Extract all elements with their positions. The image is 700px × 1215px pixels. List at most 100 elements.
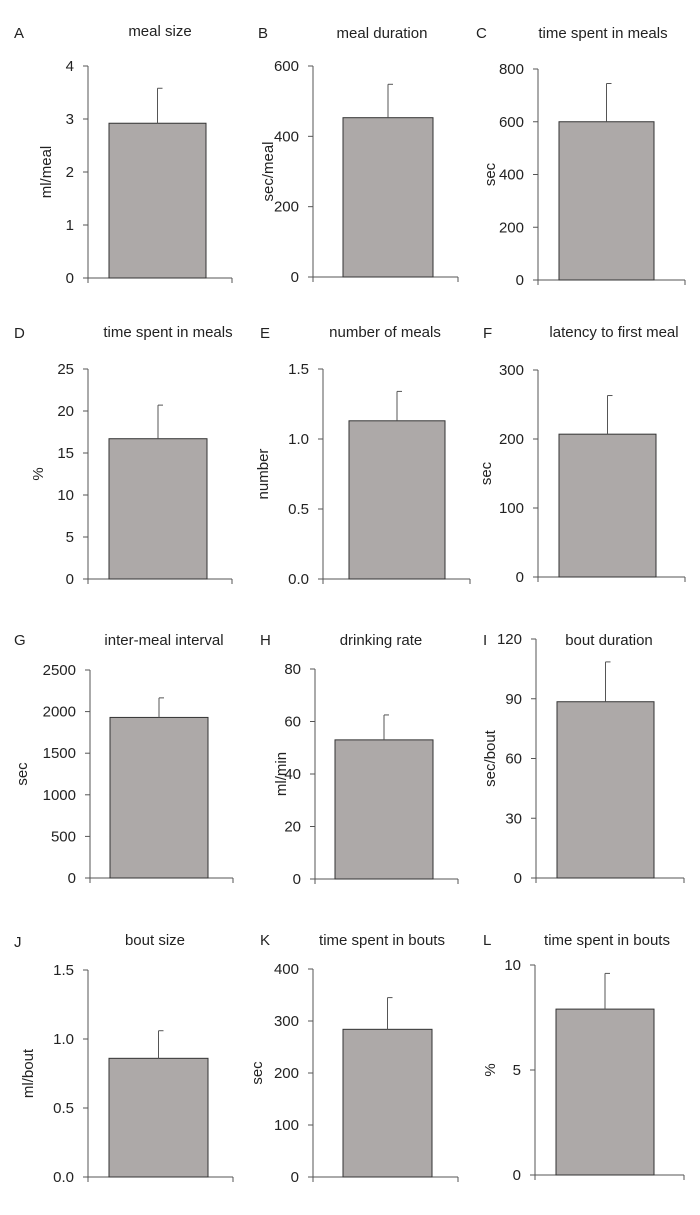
y-tick-label: 1.0 <box>53 1031 74 1048</box>
y-tick-label: 400 <box>274 961 299 978</box>
y-tick-label: 15 <box>57 445 74 462</box>
y-tick-label: 800 <box>499 61 524 78</box>
bar <box>108 122 207 279</box>
y-tick-label: 3 <box>66 111 74 128</box>
y-tick-label: 120 <box>497 631 522 648</box>
y-tick-label: 100 <box>499 500 524 517</box>
panel-letter: K <box>260 932 270 949</box>
y-tick-label: 1.0 <box>288 431 309 448</box>
y-tick-label: 600 <box>499 114 524 131</box>
y-axis-label: sec/meal <box>260 141 277 201</box>
y-tick-label: 0 <box>68 870 76 887</box>
y-tick-label: 1000 <box>43 787 76 804</box>
y-tick-label: 500 <box>51 828 76 845</box>
panel-title: meal duration <box>337 25 428 42</box>
y-tick-label: 2 <box>66 164 74 181</box>
y-tick-label: 5 <box>513 1062 521 1079</box>
y-tick-label: 5 <box>66 529 74 546</box>
y-axis-label: sec <box>14 762 31 786</box>
panel-title: time spent in bouts <box>544 932 670 949</box>
y-tick-label: 10 <box>504 957 521 974</box>
panel-title: meal size <box>128 23 191 40</box>
bar <box>108 438 208 580</box>
y-tick-label: 30 <box>505 810 522 827</box>
y-tick-label: 2000 <box>43 704 76 721</box>
panel-letter: D <box>14 325 25 342</box>
y-axis-label: ml/min <box>273 752 290 796</box>
y-tick-label: 0 <box>514 870 522 887</box>
y-tick-label: 300 <box>274 1013 299 1030</box>
panel-letter: G <box>14 632 26 649</box>
panel-letter: B <box>258 25 268 42</box>
y-tick-label: 0 <box>66 270 74 287</box>
y-tick-label: 300 <box>499 362 524 379</box>
y-tick-label: 60 <box>284 714 301 731</box>
y-tick-label: 20 <box>57 403 74 420</box>
panel-title: inter-meal interval <box>104 632 223 649</box>
y-axis-label: sec <box>478 461 495 485</box>
y-tick-label: 0 <box>293 871 301 888</box>
y-tick-label: 1 <box>66 217 74 234</box>
y-tick-label: 200 <box>499 431 524 448</box>
y-tick-label: 0.5 <box>288 501 309 518</box>
y-tick-label: 1.5 <box>53 962 74 979</box>
y-axis-label: ml/bout <box>20 1048 37 1098</box>
y-tick-label: 0 <box>66 571 74 588</box>
y-tick-label: 0 <box>516 272 524 289</box>
panel-title: latency to first meal <box>549 324 678 341</box>
bar <box>556 701 655 879</box>
y-tick-label: 600 <box>274 58 299 75</box>
panel-letter: L <box>483 932 491 949</box>
panel-letter: C <box>476 25 487 42</box>
y-tick-label: 0.0 <box>53 1169 74 1186</box>
y-axis-label: % <box>30 467 47 480</box>
y-tick-label: 400 <box>274 128 299 145</box>
bar <box>334 739 434 880</box>
y-tick-label: 90 <box>505 691 522 708</box>
y-tick-label: 60 <box>505 751 522 768</box>
panel-letter: I <box>483 632 487 649</box>
bar <box>109 716 209 879</box>
y-tick-label: 4 <box>66 58 74 75</box>
y-tick-label: 1500 <box>43 745 76 762</box>
y-tick-label: 2500 <box>43 662 76 679</box>
y-axis-label: sec/bout <box>482 729 499 787</box>
y-tick-label: 200 <box>499 219 524 236</box>
bar <box>558 121 655 281</box>
y-tick-label: 0 <box>291 269 299 286</box>
y-tick-label: 80 <box>284 661 301 678</box>
y-tick-label: 0.5 <box>53 1100 74 1117</box>
panel-title: drinking rate <box>340 632 423 649</box>
y-tick-label: 0 <box>291 1169 299 1186</box>
panel-title: number of meals <box>329 324 441 341</box>
y-tick-label: 100 <box>274 1117 299 1134</box>
bar <box>555 1008 655 1176</box>
y-axis-label: sec <box>249 1061 266 1085</box>
y-tick-label: 20 <box>284 819 301 836</box>
panel-title: bout duration <box>565 632 653 649</box>
y-tick-label: 200 <box>274 1065 299 1082</box>
panel-title: time spent in meals <box>103 324 232 341</box>
y-tick-label: 0.0 <box>288 571 309 588</box>
y-tick-label: 1.5 <box>288 361 309 378</box>
bar <box>348 420 446 580</box>
bar <box>558 433 657 578</box>
y-tick-label: 25 <box>57 361 74 378</box>
panel-letter: F <box>483 325 492 342</box>
y-tick-label: 400 <box>499 167 524 184</box>
y-axis-label: sec <box>482 162 499 186</box>
panel-letter: J <box>14 934 22 951</box>
bar <box>342 1028 433 1178</box>
y-tick-label: 10 <box>57 487 74 504</box>
y-tick-label: 200 <box>274 199 299 216</box>
